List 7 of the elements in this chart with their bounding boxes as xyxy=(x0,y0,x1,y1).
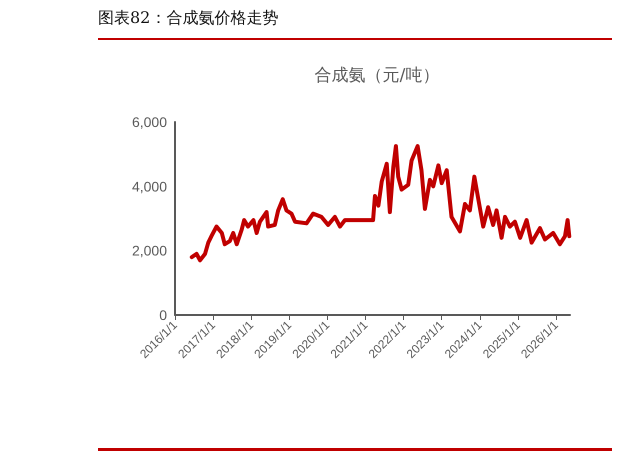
y-tick-label: 4,000 xyxy=(132,178,168,194)
chart-subtitle: 合成氨（元/吨） xyxy=(314,66,440,86)
y-tick-label: 0 xyxy=(159,307,168,323)
y-tick-label: 2,000 xyxy=(132,242,168,259)
line-series xyxy=(190,144,572,262)
chart-title: 图表82：合成氨价格走势 xyxy=(98,8,278,29)
y-tick-label: 6,000 xyxy=(132,114,168,130)
